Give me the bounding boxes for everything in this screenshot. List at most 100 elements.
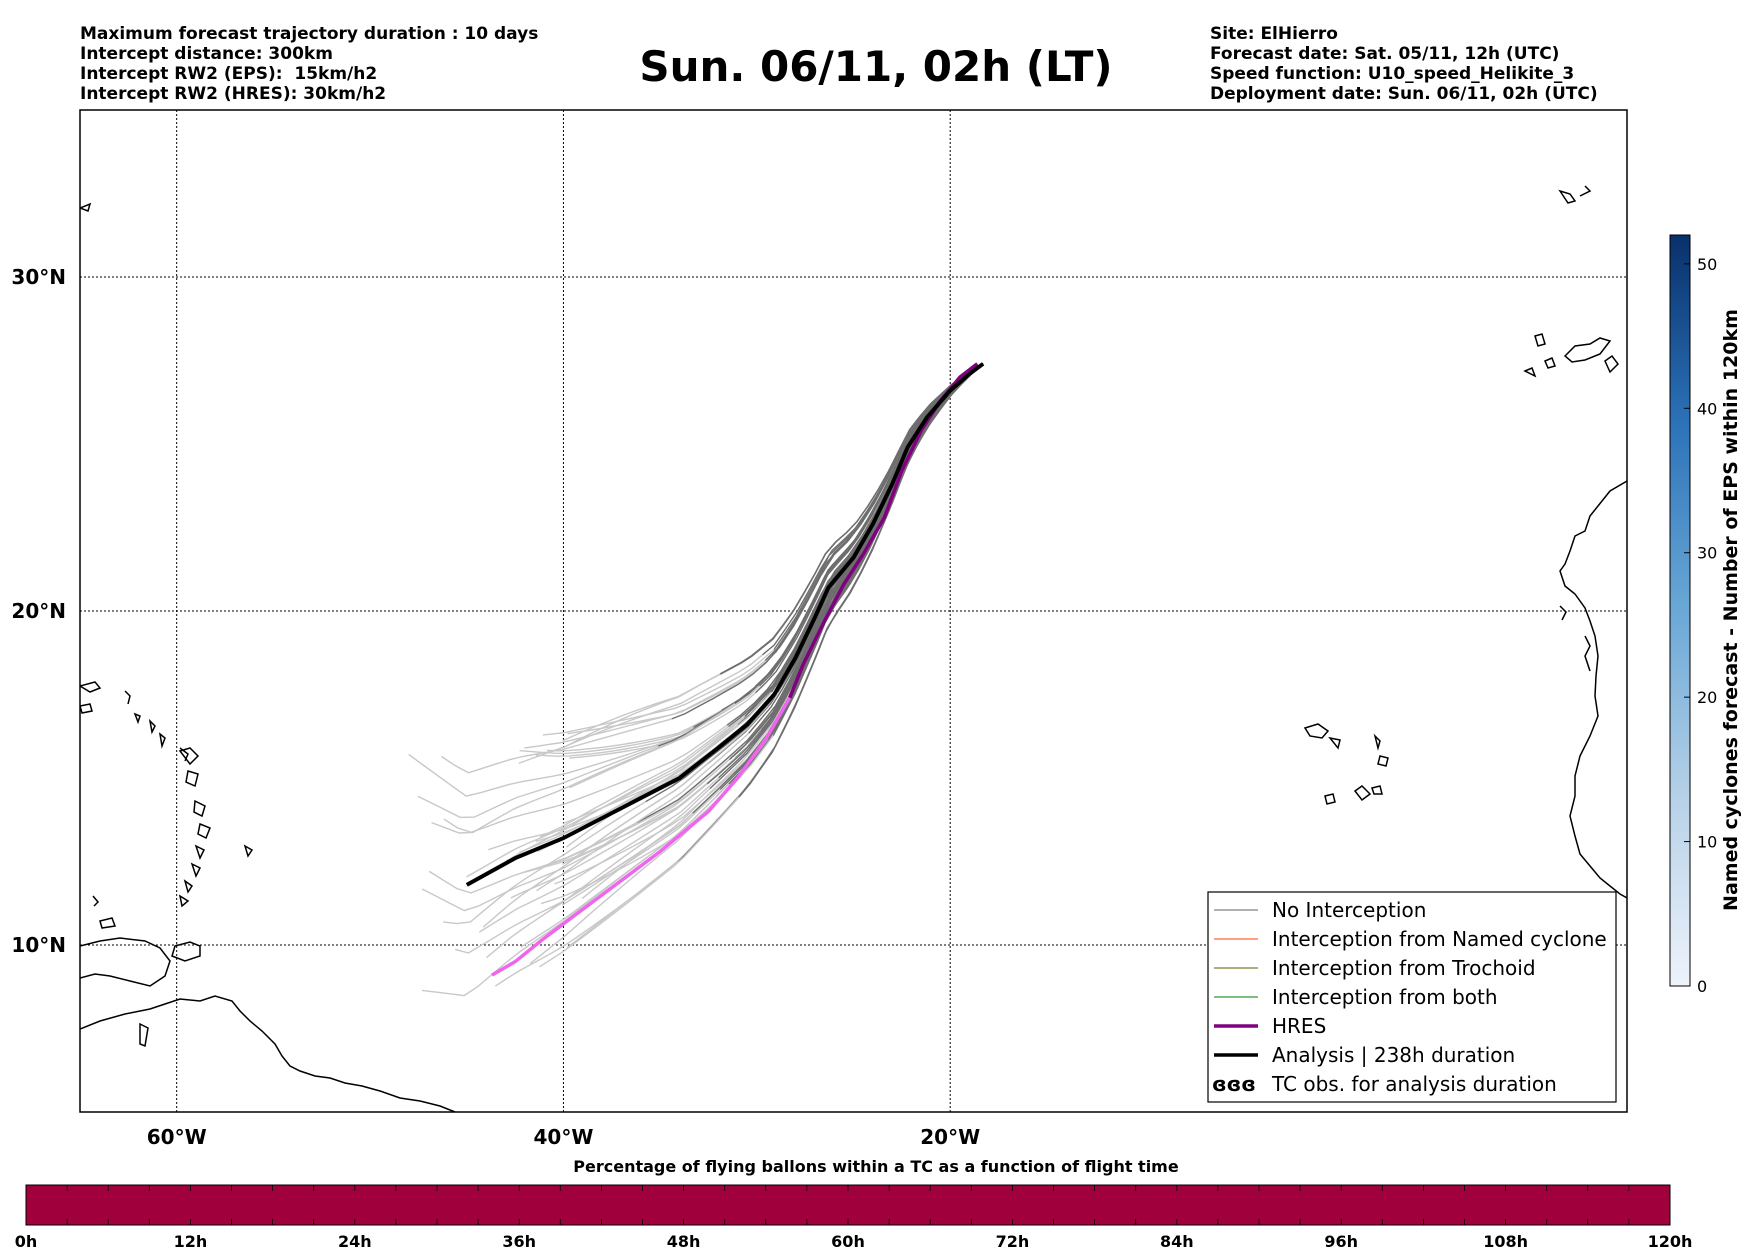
- africa-coast-detail: [1584, 635, 1591, 672]
- island: [99, 917, 117, 929]
- canary-island: [1563, 337, 1612, 363]
- trajectory-layer: [408, 362, 985, 997]
- eps-trajectory: [421, 757, 732, 912]
- colorbar-label: Named cyclones forecast - Number of EPS …: [1720, 309, 1742, 911]
- lon-tick-label: 60°W: [147, 1125, 207, 1149]
- island: [183, 879, 194, 894]
- eps-trajectory: [417, 745, 659, 819]
- header-left-line: Intercept RW2 (EPS): 15km/h2: [80, 64, 378, 84]
- island: [193, 799, 206, 818]
- eps-trajectory: [562, 729, 763, 865]
- lat-tick-label: 30°N: [11, 265, 66, 289]
- cape-verde-island: [1371, 785, 1383, 795]
- africa-coast: [1559, 480, 1627, 899]
- eps-trajectory: [536, 732, 750, 892]
- colorbar: Named cyclones forecast - Number of EPS …: [1669, 234, 1742, 996]
- lat-tick-label: 20°N: [11, 599, 66, 623]
- legend-label: Interception from Trochoid: [1272, 956, 1536, 980]
- eps-trajectory: [726, 363, 984, 726]
- eps-trajectory: [571, 691, 779, 860]
- eps-trajectory: [772, 363, 984, 737]
- eps-trajectory: [774, 363, 984, 747]
- venezuela-coast: [80, 937, 171, 987]
- eps-trajectory: [506, 715, 746, 862]
- canary-island: [1604, 354, 1619, 374]
- header-right-line: Forecast date: Sat. 05/11, 12h (UTC): [1210, 44, 1560, 64]
- island: [190, 862, 202, 878]
- island: [80, 202, 92, 212]
- eps-trajectory: [541, 759, 730, 868]
- eps-trajectory: [539, 796, 740, 968]
- eps-trajectory: [441, 718, 672, 774]
- timeline-bar: [25, 1184, 1671, 1226]
- eps-trajectory: [478, 777, 720, 933]
- eps-trajectory: [523, 783, 708, 874]
- eps-trajectory: [719, 363, 984, 675]
- eps-trajectory: [728, 363, 984, 785]
- eps-trajectory: [408, 717, 711, 797]
- analysis-trajectory: [465, 362, 985, 887]
- timeline-tick-label: 60h: [831, 1232, 865, 1251]
- legend-label: Interception from Named cyclone: [1272, 927, 1607, 951]
- eps-trajectory: [561, 788, 721, 906]
- timeline-tick-label: 24h: [338, 1232, 372, 1251]
- timeline-tick-label: 72h: [996, 1232, 1030, 1251]
- coastlines: [80, 185, 1627, 1112]
- cape-verde-island: [1328, 736, 1341, 750]
- island: [194, 844, 206, 860]
- eps-trajectory: [495, 861, 679, 987]
- timeline-tick-label: 108h: [1483, 1232, 1528, 1251]
- eps-trajectory: [443, 724, 728, 834]
- cape-verde-island: [1303, 723, 1330, 739]
- canary-island: [1534, 333, 1546, 347]
- cape-verde-island: [1324, 793, 1336, 805]
- legend-label: Analysis | 238h duration: [1272, 1043, 1515, 1067]
- header-left-line: Intercept RW2 (HRES): 30km/h2: [80, 84, 387, 104]
- colorbar-gradient: [1669, 234, 1691, 987]
- island: [243, 844, 254, 858]
- island: [158, 732, 166, 749]
- eps-trajectory: [738, 363, 984, 798]
- colorbar-tick-label: 50: [1697, 255, 1717, 274]
- lon-tick-label: 40°W: [533, 1125, 593, 1149]
- colorbar-tick-label: 10: [1697, 833, 1717, 852]
- canary-island: [1579, 185, 1592, 197]
- colorbar-tick-label: 20: [1697, 688, 1717, 707]
- canary-island: [1523, 367, 1537, 378]
- eps-trajectory: [721, 363, 984, 711]
- eps-trajectory: [539, 726, 729, 838]
- cape-verde-island: [1377, 755, 1389, 767]
- africa-coast-detail: [1559, 605, 1567, 621]
- eps-trajectory: [671, 363, 984, 720]
- timeline-tick-label: 0h: [15, 1232, 38, 1251]
- eps-trajectory: [510, 757, 736, 899]
- trajectory-map: 60°W 40°W 20°W 10°N 20°N 30°N No Interception…: [11, 109, 1742, 1251]
- legend: No Interception Interception from Named c…: [1207, 891, 1617, 1103]
- legend-label: TC obs. for analysis duration: [1271, 1072, 1557, 1096]
- legend-box: [1207, 891, 1617, 1103]
- header-right-line: Site: ElHierro: [1210, 24, 1338, 44]
- trinidad-island: [171, 941, 201, 962]
- hres-trajectory: [491, 696, 792, 977]
- eps-trajectory: [486, 788, 711, 959]
- timeline-tick-label: 84h: [1160, 1232, 1194, 1251]
- eps-trajectory: [542, 649, 775, 736]
- eps-trajectory: [562, 673, 721, 749]
- eps-trajectory: [520, 783, 730, 948]
- lon-tick-label: 20°W: [920, 1125, 980, 1149]
- hres-trajectory: [788, 362, 979, 699]
- cape-verde-island: [1353, 785, 1372, 802]
- island: [185, 770, 199, 788]
- island: [80, 703, 93, 714]
- island: [148, 718, 156, 735]
- legend-label: HRES: [1272, 1014, 1326, 1038]
- timeline-tick-label: 36h: [502, 1232, 536, 1251]
- eps-trajectory: [546, 709, 722, 752]
- canary-island: [1544, 357, 1556, 369]
- island: [178, 894, 190, 908]
- header-right-line: Speed function: U10_speed_Helikite_3: [1210, 64, 1575, 84]
- eps-trajectory: [791, 363, 984, 688]
- timeline-tick-label: 12h: [174, 1232, 208, 1251]
- island: [80, 681, 102, 693]
- island: [139, 1022, 149, 1048]
